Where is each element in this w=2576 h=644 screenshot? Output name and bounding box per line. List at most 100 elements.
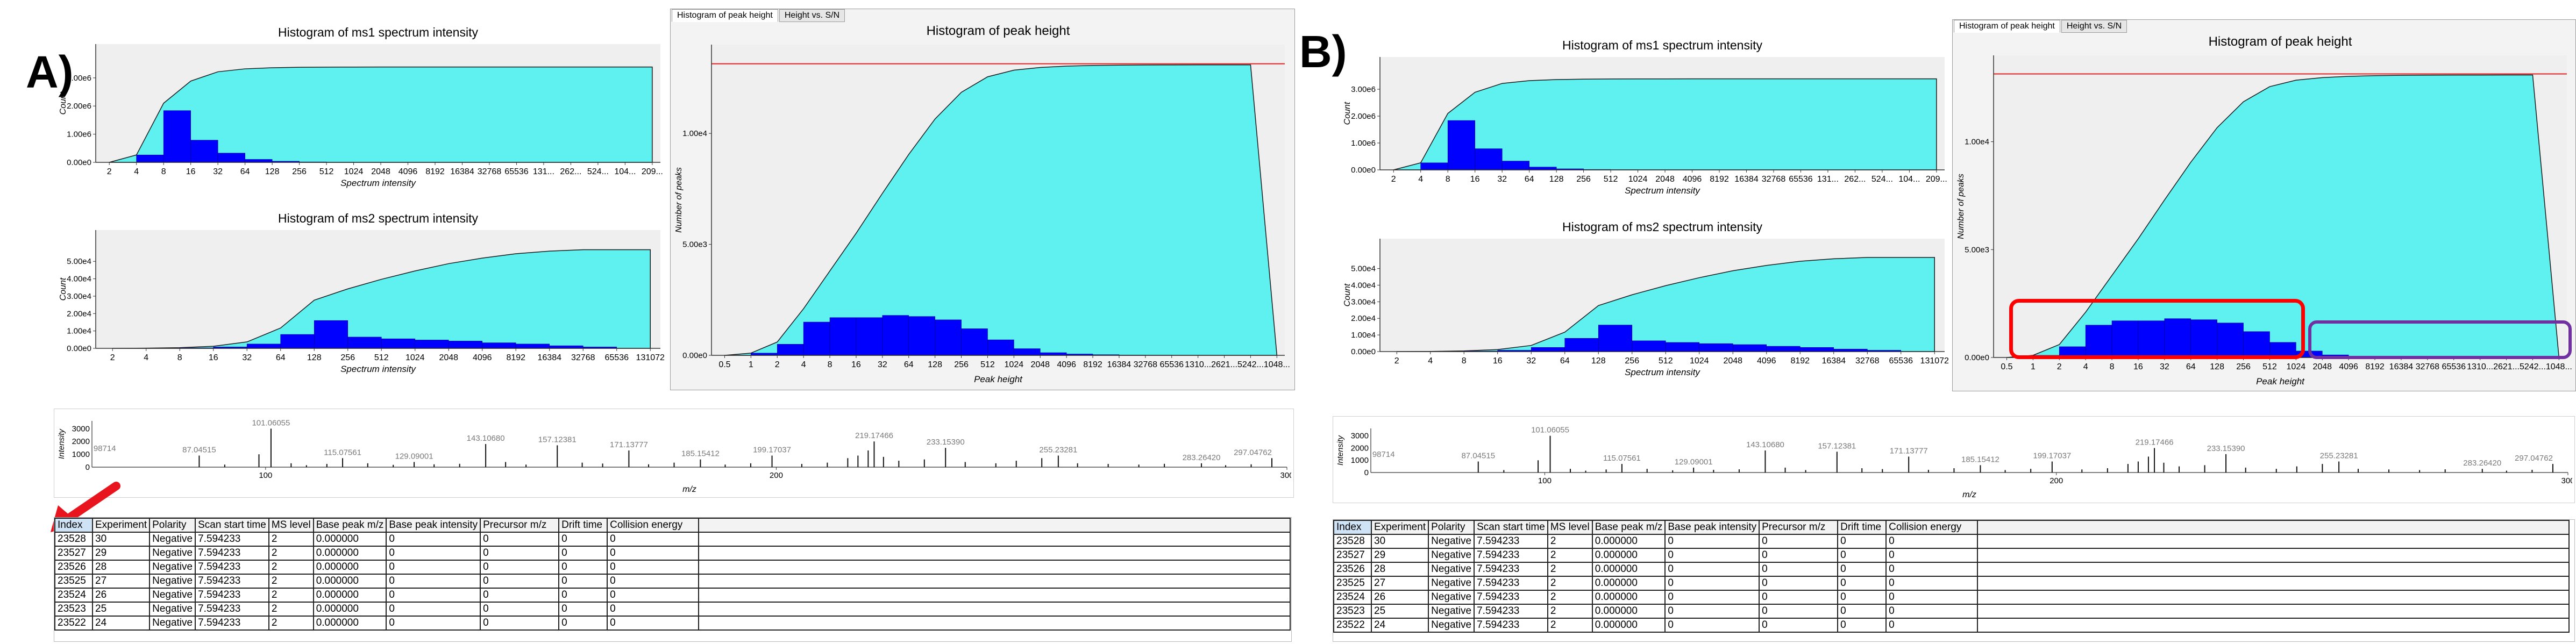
column-header[interactable]: Precursor m/z <box>1759 520 1839 535</box>
peak-height-histogram-b: Histogram of peak height 0.5 1 2 4 8 16 32 64 128… <box>1956 34 2572 387</box>
table-cell: 2 <box>268 546 314 561</box>
mass-spectrum-b-peak-label: 101.06055 <box>1531 426 1569 435</box>
column-header[interactable]: Collision energy <box>607 518 700 533</box>
peak-height-histogram-a-y-tick-label: 5.00e3 <box>682 240 707 249</box>
ms1-histogram-a-bar <box>245 159 273 163</box>
ms1-histogram-b-x-tick-label: 65536 <box>1789 175 1813 184</box>
table-row[interactable]: 23522 24 Negative 7.594233 2 0.000000 0 0 0 0 <box>1333 618 2570 633</box>
ms2-histogram-a-bar <box>381 338 416 349</box>
column-header[interactable]: Experiment <box>1370 520 1429 535</box>
table-cell: 0.000000 <box>1591 590 1666 605</box>
tab-height-vs-sn[interactable]: Height vs. S/N <box>779 9 845 22</box>
table-cell: 2 <box>268 532 314 547</box>
column-header[interactable]: Drift time <box>1837 520 1887 535</box>
ms1-histogram-b-x-tick-label: 512 <box>1604 175 1618 184</box>
ms2-histogram-b-x-tick-label: 8 <box>1462 356 1467 366</box>
table-row[interactable]: 23523 25 Negative 7.594233 2 0.000000 0 0 0 0 <box>54 602 1291 617</box>
table-row[interactable]: 23524 26 Negative 7.594233 2 0.000000 0 0 0 0 <box>1333 590 2570 605</box>
table-cell-filler <box>1977 548 2570 563</box>
peak-height-histogram-b-y-tick-label: 5.00e3 <box>1965 245 1989 254</box>
peak-height-histogram-a-bar <box>908 316 935 356</box>
mass-spectrum-a-peak-label: 185.15412 <box>681 449 720 459</box>
table-cell-filler <box>698 602 1291 617</box>
mass-spectrum-a-peak-label: 171.13777 <box>610 440 648 449</box>
ms1-histogram-a-x-tick-label: 512 <box>319 167 334 176</box>
table-cell-filler <box>1977 562 2570 577</box>
mass-spectrum-b-peak-label: 171.13777 <box>1890 446 1928 455</box>
table-row[interactable]: 23527 29 Negative 7.594233 2 0.000000 0 0 0 0 <box>54 546 1291 561</box>
ms1-histogram-b-y-tick-label: 1.00e6 <box>1351 139 1376 148</box>
column-header[interactable]: MS level <box>268 518 314 533</box>
ms1-histogram-b-y-label: Count <box>1343 102 1352 125</box>
table-cell-filler <box>1977 576 2570 591</box>
ms2-histogram-b-bar <box>1766 346 1801 352</box>
table-cell: 30 <box>91 532 151 547</box>
ms1-histogram-a-x-tick-label: 131... <box>533 167 554 176</box>
table-row[interactable]: 23523 25 Negative 7.594233 2 0.000000 0 0 0 0 <box>1333 604 2570 619</box>
peak-height-histogram-b-x-tick-label: 32768 <box>2416 362 2440 371</box>
ms1-histogram-a-y-label: Count <box>59 91 68 115</box>
table-cell: 23526 <box>54 560 93 575</box>
column-header[interactable]: Scan start time <box>195 518 269 533</box>
column-header[interactable]: MS level <box>1547 520 1593 535</box>
table-row[interactable]: 23522 24 Negative 7.594233 2 0.000000 0 0 0 0 <box>54 616 1291 631</box>
ms1-histogram-b-x-tick-label: 524... <box>1871 175 1893 184</box>
table-cell: 2 <box>268 574 314 589</box>
table-cell: 2 <box>268 616 314 631</box>
column-header[interactable]: Index <box>1333 520 1372 535</box>
mass-spectrum-a-peak-label: 199.17037 <box>753 446 791 455</box>
column-header[interactable]: Experiment <box>91 518 151 533</box>
column-header[interactable]: Precursor m/z <box>480 518 560 533</box>
table-cell: 0.000000 <box>312 560 387 575</box>
table-cell: 0 <box>607 574 700 589</box>
ms2-histogram-a-x-tick-label: 16 <box>209 353 218 362</box>
peak-height-histogram-a-x-tick-label: 16 <box>851 360 861 369</box>
table-row[interactable]: 23526 28 Negative 7.594233 2 0.000000 0 0 0 0 <box>54 560 1291 575</box>
table-row[interactable]: 23526 28 Negative 7.594233 2 0.000000 0 0 0 0 <box>1333 562 2570 577</box>
table-cell: Negative <box>149 588 196 603</box>
ms1-histogram-a-x-label: Spectrum intensity <box>340 178 416 188</box>
table-cell: 7.594233 <box>195 602 269 617</box>
peak-height-histogram-b-x-tick-label: 1024 <box>2287 362 2306 371</box>
ms1-histogram-a-x-tick-label: 32 <box>213 167 223 176</box>
mass-spectrum-a-peak-label: 115.07561 <box>324 448 361 457</box>
column-header[interactable]: Polarity <box>1428 520 1475 535</box>
table-row[interactable]: 23525 27 Negative 7.594233 2 0.000000 0 0 0 0 <box>54 574 1291 589</box>
column-header[interactable]: Base peak intensity <box>386 518 481 533</box>
table-cell: 23522 <box>1333 618 1372 633</box>
table-cell: Negative <box>149 616 196 631</box>
ms2-histogram-a-bar <box>314 320 348 349</box>
column-header[interactable]: Base peak m/z <box>1591 520 1666 535</box>
ms2-histogram-b-x-tick-label: 8192 <box>1790 356 1810 366</box>
tab-height-vs-sn[interactable]: Height vs. S/N <box>2061 20 2127 33</box>
column-header[interactable]: Scan start time <box>1474 520 1548 535</box>
peak-height-histogram-a-bar <box>777 344 804 356</box>
column-header[interactable]: Polarity <box>149 518 196 533</box>
table-row[interactable]: 23528 30 Negative 7.594233 2 0.000000 0 0 0 0 <box>54 532 1291 547</box>
ms2-histogram-a-x-tick-label: 4096 <box>473 353 492 362</box>
peak-height-histogram-a-bar <box>1014 348 1041 356</box>
column-header[interactable]: Base peak intensity <box>1664 520 1760 535</box>
column-header[interactable]: Drift time <box>558 518 608 533</box>
table-row[interactable]: 23528 30 Negative 7.594233 2 0.000000 0 0 0 0 <box>1333 534 2570 549</box>
table-cell: 29 <box>91 546 151 561</box>
mass-spectrum-b-peak-label: 297.04762 <box>2515 454 2553 463</box>
table-row[interactable]: 23524 26 Negative 7.594233 2 0.000000 0 0 0 0 <box>54 588 1291 603</box>
table-cell: 0 <box>558 560 608 575</box>
peak-height-histogram-a-x-tick-label: 4096 <box>1057 360 1076 369</box>
column-header[interactable]: Index <box>54 518 93 533</box>
table-cell-filler <box>698 560 1291 575</box>
peak-height-histogram-a-x-tick-label: 0.5 <box>718 360 730 369</box>
column-header[interactable]: Collision energy <box>1885 520 1979 535</box>
tab-peak-height[interactable]: Histogram of peak height <box>1954 20 2060 33</box>
table-row[interactable]: 23527 29 Negative 7.594233 2 0.000000 0 0 0 0 <box>1333 548 2570 563</box>
column-header[interactable]: Base peak m/z <box>312 518 387 533</box>
tab-peak-height[interactable]: Histogram of peak height <box>672 9 778 22</box>
peak-height-histogram-a-title: Histogram of peak height <box>927 24 1070 38</box>
ms2-histogram-b-bar <box>1531 347 1565 352</box>
table-row[interactable]: 23525 27 Negative 7.594233 2 0.000000 0 0 0 0 <box>1333 576 2570 591</box>
table-cell: 0 <box>558 602 608 617</box>
peak-height-histogram-a-y-tick-label: 0.00e0 <box>682 351 707 360</box>
panel-label-b: B) <box>1299 26 1347 77</box>
table-cell: 0 <box>1759 548 1839 563</box>
